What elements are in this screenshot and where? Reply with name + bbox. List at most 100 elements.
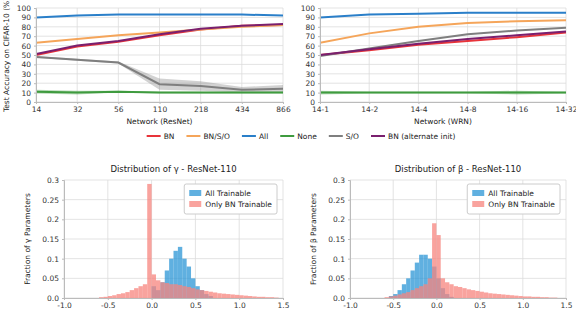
tick-mark <box>77 102 78 104</box>
histogram-bar <box>152 274 156 298</box>
tick-mark <box>318 27 320 28</box>
histogram-bar <box>279 298 283 299</box>
grid-line <box>320 64 566 65</box>
grid-line <box>350 180 566 181</box>
histogram-bar <box>182 286 186 298</box>
legend-label: Only BN Trainable <box>488 200 555 209</box>
histogram-bar <box>86 298 90 299</box>
tick-mark <box>318 17 320 18</box>
histogram-bar <box>209 292 213 298</box>
tick-label: 14-4 <box>410 105 427 114</box>
tick-mark <box>152 298 153 300</box>
legend-frame <box>467 184 560 214</box>
tick-label: 30 <box>305 70 315 79</box>
tick-mark <box>34 17 36 18</box>
histogram-bar <box>393 296 397 298</box>
series-line <box>36 15 283 18</box>
tick-label: 0.1 <box>333 255 345 264</box>
histogram-bar <box>86 298 90 299</box>
histogram-bar <box>68 298 72 299</box>
tick: 14-2 <box>361 102 378 114</box>
axis-line <box>348 181 351 299</box>
histogram-bar <box>77 298 81 299</box>
histogram-bar <box>200 290 204 298</box>
series-line <box>320 32 566 56</box>
grid-line <box>566 8 567 102</box>
axis-line <box>34 9 37 103</box>
histogram-bar <box>488 293 492 298</box>
legend-swatch <box>189 190 201 196</box>
legend-swatch <box>186 135 200 137</box>
histogram-bar <box>385 297 389 298</box>
histogram-bar <box>441 278 445 298</box>
tick-mark <box>523 298 524 300</box>
tick: 90 <box>21 13 36 22</box>
tick: 100 <box>17 4 36 13</box>
tick: 14-1 <box>312 102 329 114</box>
histogram-bar <box>380 298 384 299</box>
tick-label: 0.15 <box>328 235 345 244</box>
histogram-bar <box>82 298 86 299</box>
histogram-bar <box>191 288 195 298</box>
histogram-bar <box>112 295 116 298</box>
grid-line <box>320 73 566 74</box>
histogram-bar <box>406 278 410 298</box>
histogram-bar <box>557 298 561 299</box>
tick: 1.5 <box>561 298 573 310</box>
histogram-bar <box>436 235 440 298</box>
histogram-bar <box>187 267 191 298</box>
histogram-bar <box>204 291 208 298</box>
histogram-bar <box>398 290 402 298</box>
histogram-bar <box>553 297 557 298</box>
tick-mark <box>34 8 36 9</box>
axis: -1.0-0.50.00.51.01.5 <box>343 298 573 310</box>
legend-label: BN (alternate init) <box>388 132 455 141</box>
grid-line <box>64 219 283 220</box>
legend: All TrainableOnly BN Trainable <box>467 184 560 214</box>
grid-line <box>566 180 567 298</box>
tick-label: 100 <box>17 4 32 13</box>
histogram-bar <box>544 297 548 298</box>
grid-line <box>283 180 284 298</box>
tick-mark <box>108 298 109 300</box>
tick-mark <box>480 298 481 300</box>
histogram-bar <box>77 298 81 299</box>
histogram-bar <box>393 294 397 298</box>
tick-label: -0.5 <box>386 301 401 310</box>
histogram-bar <box>68 298 72 299</box>
grid-line <box>350 258 566 259</box>
histogram-bar <box>195 289 199 298</box>
tick: 10 <box>305 89 320 98</box>
tick-mark <box>62 180 64 181</box>
histogram-bar <box>562 298 566 299</box>
axis-line <box>62 181 65 299</box>
tick-mark <box>318 102 320 103</box>
tick-label: 80 <box>21 23 31 32</box>
tick: 20 <box>305 79 320 88</box>
tick: -1.0 <box>57 298 72 310</box>
tick-label: 50 <box>21 51 31 60</box>
grid-line <box>107 180 108 298</box>
histogram-bar <box>178 285 182 298</box>
histogram-bar <box>217 293 221 298</box>
chart-title: Distribution of β - ResNet-110 <box>395 164 521 174</box>
tick: 90 <box>305 13 320 22</box>
axis-line <box>351 299 567 301</box>
series-line <box>36 24 283 54</box>
tick-mark <box>34 27 36 28</box>
histogram-bar <box>471 290 475 298</box>
histogram-bar <box>458 287 462 298</box>
legend-label: All Trainable <box>205 189 251 198</box>
tick-mark <box>348 219 350 220</box>
histogram-bar <box>169 259 173 298</box>
histogram-bar <box>385 298 389 299</box>
grid-line <box>320 17 566 18</box>
legend-item: BN <box>147 132 175 141</box>
tick-mark <box>36 102 37 104</box>
histogram-bar <box>367 298 371 299</box>
tick-label: 0.2 <box>333 215 345 224</box>
histogram-bar <box>518 296 522 298</box>
tick-mark <box>418 102 419 104</box>
tick-label: 434 <box>235 105 250 114</box>
histogram-bar <box>484 292 488 298</box>
